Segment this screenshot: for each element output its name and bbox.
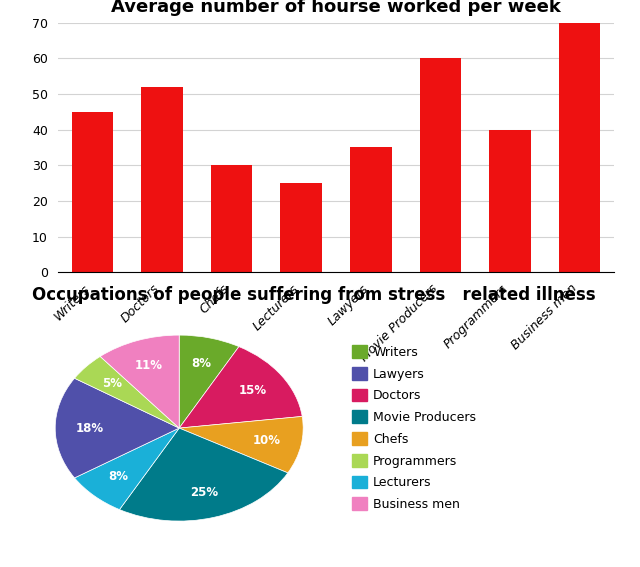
Legend: Writers, Lawyers, Doctors, Movie Producers, Chefs, Programmers, Lecturers, Busin: Writers, Lawyers, Doctors, Movie Produce… xyxy=(352,345,476,511)
Wedge shape xyxy=(179,346,302,428)
Text: 5%: 5% xyxy=(102,377,122,390)
Bar xyxy=(280,183,322,272)
Wedge shape xyxy=(74,357,179,428)
Wedge shape xyxy=(120,428,288,521)
Wedge shape xyxy=(100,335,179,428)
Wedge shape xyxy=(179,335,239,428)
Bar xyxy=(211,165,252,272)
Text: 18%: 18% xyxy=(76,422,104,434)
Bar xyxy=(559,23,600,272)
Text: 15%: 15% xyxy=(239,384,267,397)
Text: 8%: 8% xyxy=(191,357,211,370)
Text: 11%: 11% xyxy=(135,358,163,371)
Text: Occupations of people suffering from stress   related illness: Occupations of people suffering from str… xyxy=(32,286,596,304)
Title: Average number of hourse worked per week: Average number of hourse worked per week xyxy=(111,0,561,15)
Wedge shape xyxy=(55,378,179,478)
Text: 25%: 25% xyxy=(190,486,218,499)
Bar xyxy=(420,58,461,272)
Bar xyxy=(141,87,183,272)
Bar xyxy=(72,112,113,272)
Bar xyxy=(489,130,531,272)
Wedge shape xyxy=(74,428,179,510)
Wedge shape xyxy=(179,416,303,473)
Bar xyxy=(350,147,392,272)
Text: 8%: 8% xyxy=(108,471,128,484)
Text: 10%: 10% xyxy=(253,434,281,447)
